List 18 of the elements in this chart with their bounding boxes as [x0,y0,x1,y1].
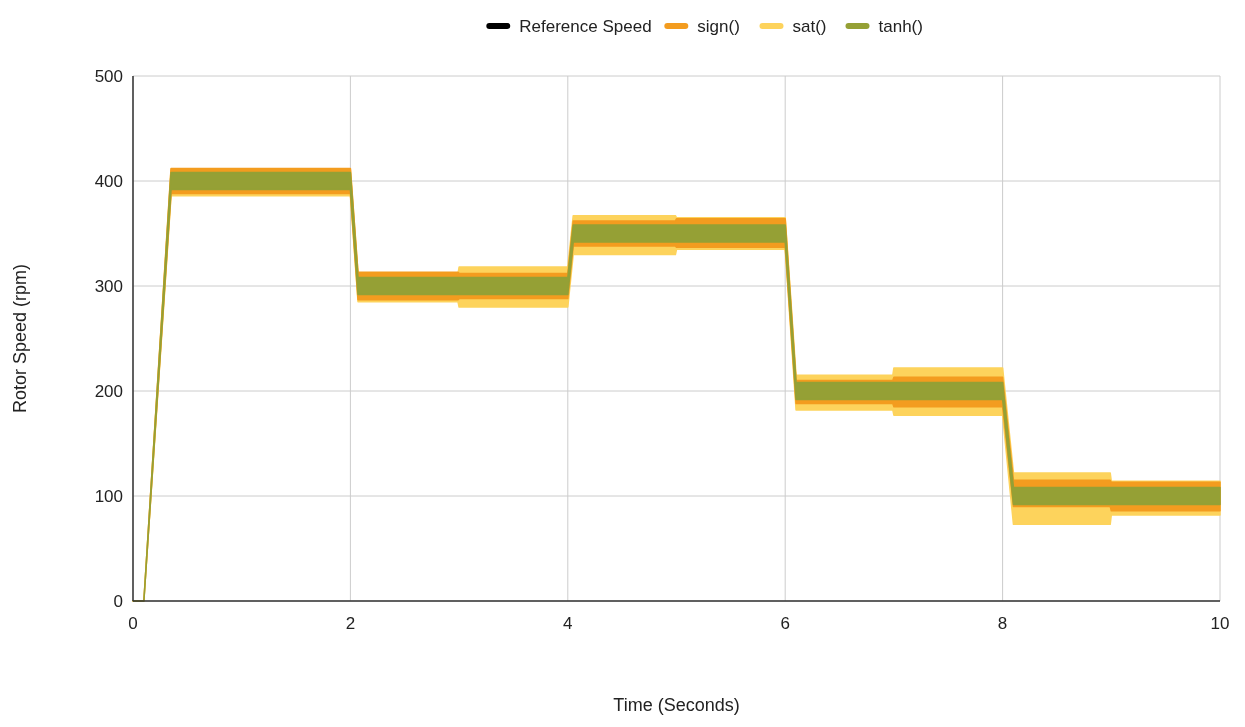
y-tick-label: 300 [94,276,123,296]
legend-label: tanh() [878,16,923,36]
x-tick-label: 8 [997,614,1008,633]
legend-label: sat() [792,16,827,36]
x-tick-label: 10 [1210,614,1230,633]
x-axis-title: Time (Seconds) [613,695,740,715]
x-tick-label: 4 [563,614,573,633]
y-tick-label: 0 [113,591,123,611]
x-tick-label: 2 [345,614,356,633]
x-tick-label: 6 [780,614,790,633]
y-axis-title: Rotor Speed (rpm) [10,263,30,414]
legend-label: Reference Speed [519,16,652,36]
x-tick-label: 0 [128,614,138,633]
legend-label: sign() [697,16,740,36]
y-tick-label: 100 [94,486,123,506]
y-tick-label: 500 [94,66,123,86]
y-tick-label: 400 [94,171,123,191]
y-tick-label: 200 [94,381,123,401]
